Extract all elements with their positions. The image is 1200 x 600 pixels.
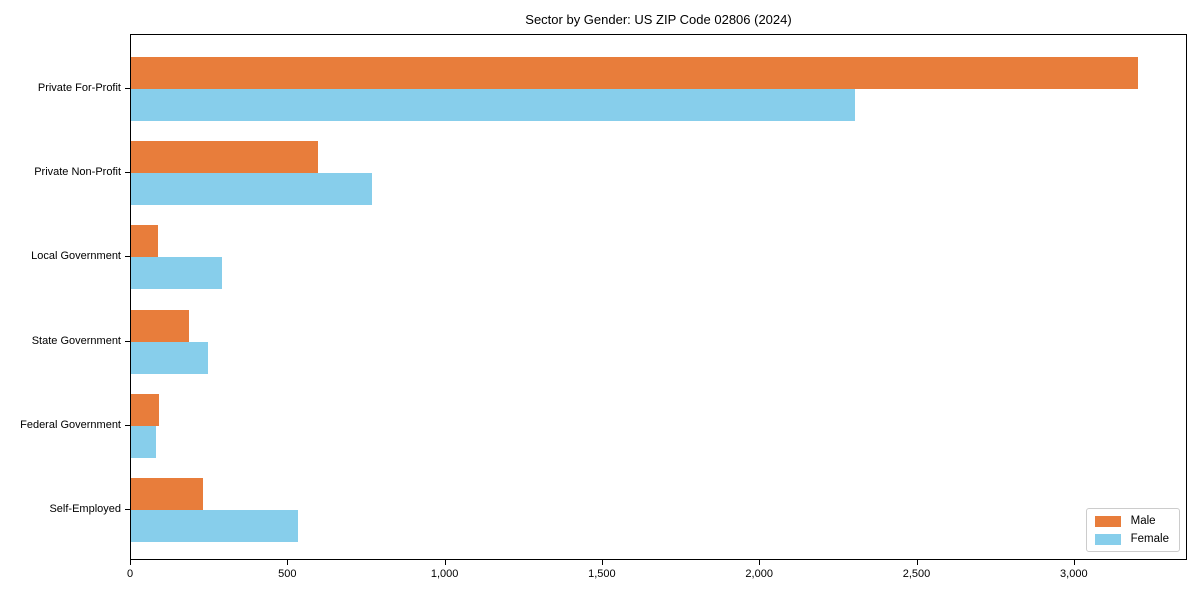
bar-female-3	[131, 341, 209, 374]
y-category-label-4: Federal Government	[20, 418, 121, 431]
x-tick-label-5: 2,500	[902, 568, 931, 580]
y-tick-mark	[125, 88, 130, 89]
x-tick-label-1: 500	[278, 568, 297, 580]
x-tick-mark	[444, 560, 446, 565]
x-tick-label-2: 1,000	[430, 568, 459, 580]
x-tick-mark	[916, 560, 918, 565]
legend-label-male: Male	[1130, 515, 1156, 527]
y-category-label-1: Private Non-Profit	[34, 166, 121, 179]
bar-male-4	[131, 393, 160, 426]
legend: Male Female	[1085, 508, 1180, 552]
x-tick-label-0: 0	[126, 568, 134, 580]
y-tick-mark	[125, 424, 130, 426]
x-tick-label-3: 1,500	[588, 568, 616, 580]
female-series-swatch	[1094, 533, 1121, 545]
x-tick-mark	[759, 560, 761, 565]
y-tick-mark	[125, 256, 130, 258]
bar-female-5	[131, 510, 298, 542]
x-tick-label-4: 2,000	[745, 568, 773, 580]
legend-label-female: Female	[1130, 533, 1169, 545]
bar-male-5	[131, 478, 204, 510]
y-tick-mark	[125, 340, 130, 342]
plot-area: Male Female	[130, 34, 1187, 560]
bar-male-1	[131, 141, 319, 174]
x-tick-label-6: 3,000	[1060, 568, 1088, 580]
bar-female-2	[131, 257, 223, 290]
y-tick-mark	[125, 509, 130, 510]
x-tick-mark	[130, 560, 131, 565]
bar-male-3	[131, 309, 190, 342]
legend-item-male: Male	[1094, 515, 1169, 527]
y-category-label-2: Local Government	[31, 250, 121, 263]
y-tick-mark	[125, 172, 130, 174]
y-category-label-5: Self-Employed	[49, 503, 121, 515]
bar-male-0	[131, 57, 1138, 89]
male-series-swatch	[1094, 515, 1121, 527]
bar-female-4	[131, 425, 157, 458]
x-tick-mark	[601, 560, 603, 565]
y-category-label-3: State Government	[31, 334, 121, 347]
bar-male-2	[131, 225, 158, 258]
legend-item-female: Female	[1094, 533, 1169, 545]
x-tick-mark	[1073, 560, 1075, 565]
x-tick-mark	[287, 560, 289, 565]
bar-female-1	[131, 173, 372, 206]
chart-title: Sector by Gender: US ZIP Code 02806 (202…	[525, 12, 792, 27]
y-category-label-0: Private For-Profit	[37, 82, 121, 94]
bar-female-0	[131, 89, 855, 121]
